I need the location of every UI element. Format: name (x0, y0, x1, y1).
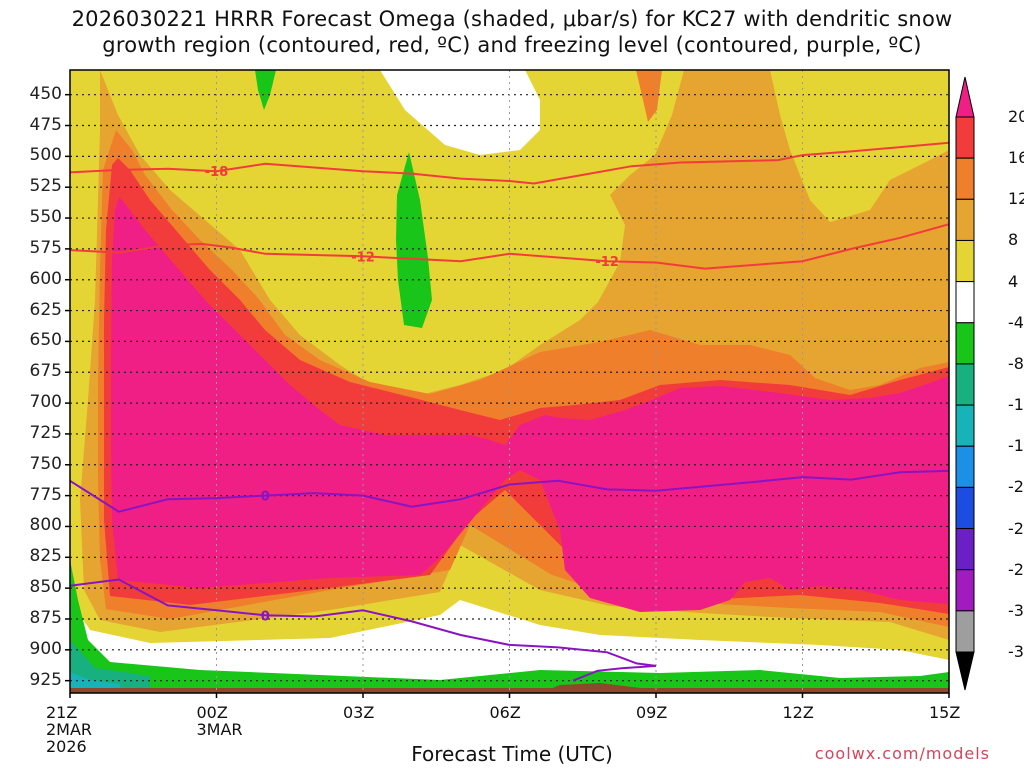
colorbar-swatch-2 (955, 157, 975, 200)
y-tick-label: 625 (29, 299, 62, 320)
ground-bump (540, 683, 640, 693)
x-tick-date: 2026 (46, 737, 87, 756)
colorbar-label: -36 (1008, 642, 1024, 661)
colorbar-label: -4 (1008, 312, 1024, 332)
site-credit: coolwx.com/models (814, 744, 990, 763)
colorbar-swatch-3 (955, 198, 975, 241)
x-tick-time: 03Z (343, 703, 375, 722)
colorbar-bottom-arrow (955, 651, 975, 691)
y-tick-label: 650 (29, 330, 62, 351)
plot-area: -18 -12 -12 0 0 (70, 70, 949, 693)
y-tick-label: 925 (29, 669, 62, 690)
colorbar-swatch-13 (955, 610, 975, 653)
omega-field-neg12 (70, 672, 120, 693)
y-tick-label: 525 (29, 176, 62, 197)
y-tick-label: 825 (29, 546, 62, 567)
colorbar-swatch-10 (955, 486, 975, 530)
colorbar-swatch-4 (955, 239, 975, 283)
x-tick-time: 00Z (196, 703, 228, 722)
x-tick-label: 12Z (783, 704, 814, 721)
freezing-level-contour-upper (70, 469, 949, 513)
colorbar-label: 16 (1008, 148, 1024, 168)
x-tick-time: 15Z (929, 703, 961, 722)
title-line-2: growth region (contoured, red, ºC) and f… (102, 33, 922, 57)
omega-field-20 (111, 197, 949, 612)
y-tick-label: 500 (29, 145, 62, 166)
dgz-contour-minus18 (70, 141, 949, 185)
ground-strip (70, 688, 949, 693)
contour-lines: -18 -12 -12 0 0 (70, 141, 949, 682)
x-tick-date: 3MAR (196, 720, 243, 739)
colorbar-label: -20 (1008, 477, 1024, 497)
y-tick-label: 575 (29, 237, 62, 258)
y-tick-label: 775 (29, 484, 62, 505)
x-tick-time: 06Z (489, 703, 521, 722)
dgz-contour-minus12 (70, 223, 949, 270)
x-tick-label: 00Z 3MAR (197, 704, 243, 738)
x-tick-date: 2MAR (46, 720, 93, 739)
x-tick-time: 21Z (46, 703, 78, 722)
colorbar-swatch-5 (955, 281, 975, 324)
y-tick-label: 700 (29, 392, 62, 413)
dgz-contour-minus12-label: -12 (351, 250, 375, 265)
y-tick-label: 850 (29, 577, 62, 598)
y-axis-ticks (65, 93, 70, 682)
x-tick-label: 21Z 2MAR 2026 (46, 704, 92, 755)
freezing-level-contour-lower (70, 578, 657, 682)
colorbar-swatch-7 (955, 363, 975, 406)
dgz-contour-minus12-label: -12 (595, 255, 619, 270)
colorbar-label: 12 (1008, 189, 1024, 209)
y-tick-label: 600 (29, 268, 62, 289)
vertical-gridlines (216, 70, 803, 693)
chart-title: 2026030221 HRRR Forecast Omega (shaded, … (0, 6, 1024, 58)
y-tick-label: 450 (29, 83, 62, 104)
y-tick-label: 550 (29, 207, 62, 228)
y-tick-label: 675 (29, 361, 62, 382)
x-axis-ticks (69, 693, 950, 698)
x-tick-label: 03Z (343, 704, 374, 721)
colorbar-label: 4 (1008, 271, 1019, 291)
colorbar-swatch-11 (955, 528, 975, 571)
colorbar-swatch-6 (955, 322, 975, 365)
colorbar-top-arrow (955, 76, 975, 118)
colorbar-swatch-8 (955, 404, 975, 447)
title-line-1: 2026030221 HRRR Forecast Omega (shaded, … (71, 7, 953, 31)
x-tick-label: 06Z (490, 704, 521, 721)
colorbar-swatch-9 (955, 445, 975, 488)
y-tick-label: 875 (29, 607, 62, 628)
colorbar-label: -12 (1008, 395, 1024, 415)
colorbar-swatch-12 (955, 569, 975, 612)
freezing-level-contour-upper-label: 0 (261, 490, 270, 505)
x-axis-title: Forecast Time (UTC) (411, 742, 613, 766)
x-tick-time: 12Z (782, 703, 814, 722)
freezing-level-contour-lower-label: 0 (261, 609, 270, 624)
omega-field-neg8 (70, 640, 150, 693)
y-tick-label: 900 (29, 638, 62, 659)
colorbar-label: -8 (1008, 353, 1024, 373)
dgz-contour-minus18-label: -18 (205, 165, 229, 180)
x-tick-label: 15Z (929, 704, 960, 721)
x-tick-time: 09Z (636, 703, 668, 722)
y-tick-label: 750 (29, 453, 62, 474)
colorbar (955, 76, 975, 691)
colorbar-label: 20 (1008, 107, 1024, 126)
colorbar-swatch-1 (955, 116, 975, 159)
y-tick-label: 800 (29, 515, 62, 536)
colorbar-label: 8 (1008, 230, 1019, 250)
colorbar-label: -24 (1008, 518, 1024, 538)
x-tick-label: 09Z (636, 704, 667, 721)
colorbar-label: -28 (1008, 559, 1024, 579)
y-tick-label: 475 (29, 114, 62, 135)
y-tick-label: 725 (29, 422, 62, 443)
colorbar-label: -32 (1008, 600, 1024, 620)
colorbar-label: -16 (1008, 436, 1024, 456)
